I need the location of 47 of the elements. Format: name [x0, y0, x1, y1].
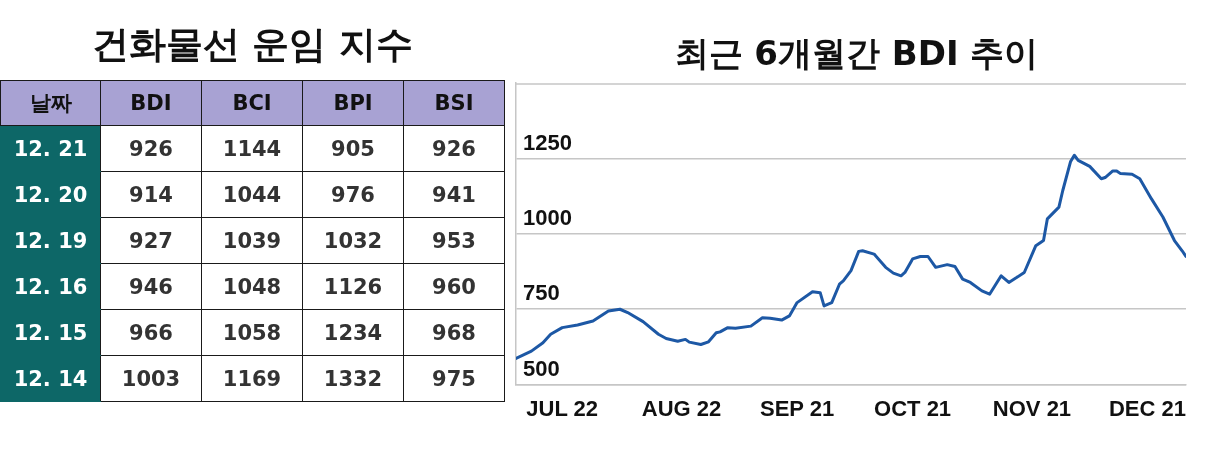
data-label: 1169: [201, 355, 303, 402]
data-label: 926: [100, 125, 202, 172]
data-label: 941: [403, 171, 505, 218]
data-label: 1032: [302, 217, 404, 264]
y-tick-label: 12. 20: [0, 171, 101, 218]
y-tick-label: 12. 15: [0, 309, 101, 356]
y-tick-label: 12. 19: [0, 217, 101, 264]
x-tick-label: OCT 21: [874, 395, 952, 421]
data-label: 953: [403, 217, 505, 264]
data-label: 1044: [201, 171, 303, 218]
chart-title: 최근 6개월간 BDI 추이: [673, 32, 1040, 75]
y-tick-label: 1000: [523, 204, 572, 230]
x-tick-label: AUG 22: [641, 395, 722, 421]
y-tick-label: 1250: [523, 129, 572, 155]
data-label: 914: [100, 171, 202, 218]
x-tick-label: JUL 22: [526, 395, 599, 421]
data-label: 1234: [302, 309, 404, 356]
data-label: 975: [403, 355, 505, 402]
x-tick-label: DEC 21: [1108, 395, 1187, 421]
data-label: 1003: [100, 355, 202, 402]
data-label: 1144: [201, 125, 303, 172]
data-label: 1048: [201, 263, 303, 310]
data-label: 1126: [302, 263, 404, 310]
data-label: 968: [403, 309, 505, 356]
data-label: 1332: [302, 355, 404, 402]
x-tick-label: BSI: [403, 80, 505, 126]
y-axis-title: 날짜: [0, 80, 101, 126]
y-tick-label: 12. 14: [0, 355, 101, 402]
data-label: 926: [403, 125, 505, 172]
data-label: 976: [302, 171, 404, 218]
data-label: 960: [403, 263, 505, 310]
x-tick-label: BPI: [302, 80, 404, 126]
chart-title: 건화물선 운임 지수: [90, 22, 415, 68]
x-tick-label: SEP 21: [759, 395, 835, 421]
data-label: 1058: [201, 309, 303, 356]
x-tick-label: BDI: [100, 80, 202, 126]
data-label: 905: [302, 125, 404, 172]
y-tick-label: 12. 21: [0, 125, 101, 172]
y-tick-label: 500: [523, 355, 560, 381]
data-label: 946: [100, 263, 202, 310]
x-tick-label: BCI: [201, 80, 303, 126]
data-label: 966: [100, 309, 202, 356]
x-tick-label: NOV 21: [992, 395, 1072, 421]
data-label: 927: [100, 217, 202, 264]
y-tick-label: 750: [523, 280, 560, 306]
y-tick-label: 12. 16: [0, 263, 101, 310]
data-label: 1039: [201, 217, 303, 264]
